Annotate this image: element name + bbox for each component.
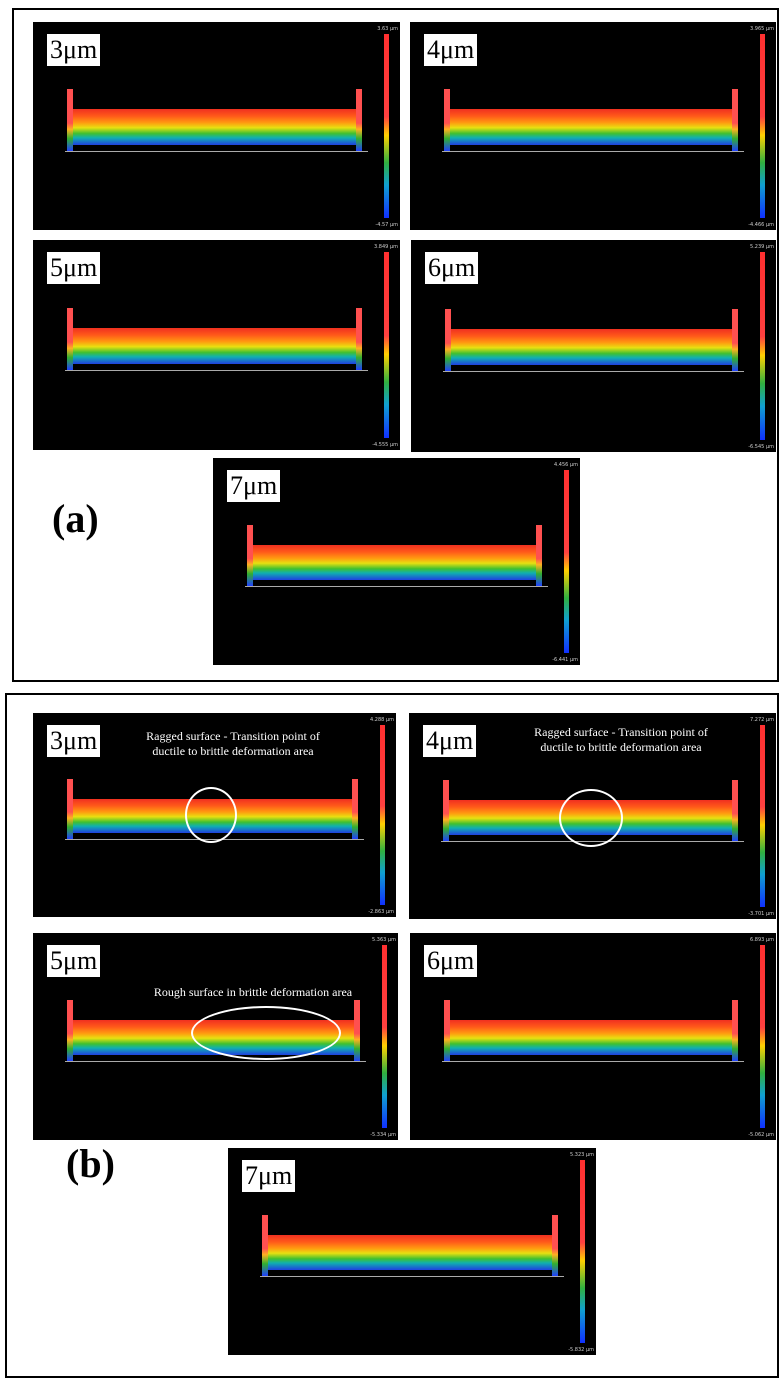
- panel-label: (a): [52, 495, 99, 542]
- scale-min: -5.062 μm: [748, 1132, 774, 1138]
- scale-min: -6.441 μm: [552, 657, 578, 663]
- annotation: Ragged surface - Transition point of duc…: [138, 729, 328, 759]
- scale-min: -4.466 μm: [748, 222, 774, 228]
- edge-post: [444, 1000, 450, 1061]
- color-scale: [384, 252, 389, 438]
- surface-image: 7μm 4.456 μm -6.441 μm: [213, 458, 580, 665]
- edge-post: [354, 1000, 360, 1061]
- edge-post: [352, 779, 358, 840]
- scale-min: -6.545 μm: [748, 444, 774, 450]
- annotation: Ragged surface - Transition point of duc…: [521, 725, 721, 755]
- color-scale: [580, 1160, 585, 1343]
- scale-min: -2.863 μm: [368, 909, 394, 915]
- surface-image: 3μm 3.63 μm -4.57 μm: [33, 22, 400, 230]
- edge-post: [732, 1000, 738, 1061]
- edge-post: [445, 309, 451, 371]
- scale-max: 3.63 μm: [377, 26, 398, 32]
- thickness-label: 5μm: [47, 252, 100, 284]
- annotation: Rough surface in brittle deformation are…: [133, 985, 373, 1000]
- edge-post: [67, 779, 73, 840]
- scale-max: 4.456 μm: [554, 462, 578, 468]
- scale-max: 7.272 μm: [750, 717, 774, 723]
- baseline: [260, 1276, 564, 1277]
- surface-image: 4μm 3.965 μm -4.466 μm: [410, 22, 776, 230]
- surface-image: 5μm 5.363 μm -5.334 μm Rough surface in bri…: [33, 933, 398, 1140]
- scale-max: 5.323 μm: [570, 1152, 594, 1158]
- surface-image: 7μm 5.323 μm -5.832 μm: [228, 1148, 596, 1355]
- baseline: [65, 151, 368, 152]
- thickness-label: 7μm: [242, 1160, 295, 1192]
- scale-min: -5.334 μm: [370, 1132, 396, 1138]
- edge-post: [552, 1215, 558, 1276]
- baseline: [65, 370, 368, 371]
- edge-post: [536, 525, 542, 586]
- thickness-label: 6μm: [425, 252, 478, 284]
- surface-image: 5μm 3.849 μm -4.555 μm: [33, 240, 400, 450]
- edge-post: [444, 89, 450, 150]
- thickness-label: 7μm: [227, 470, 280, 502]
- thickness-label: 5μm: [47, 945, 100, 977]
- baseline: [65, 1061, 366, 1062]
- edge-post: [732, 780, 738, 841]
- edge-post: [443, 780, 449, 841]
- panel-label: (b): [66, 1140, 115, 1187]
- thickness-label: 3μm: [47, 34, 100, 66]
- thickness-label: 4μm: [423, 725, 476, 757]
- color-scale: [564, 470, 569, 653]
- scale-max: 6.893 μm: [750, 937, 774, 943]
- color-scale: [382, 945, 387, 1128]
- baseline: [245, 586, 548, 587]
- surface-image: 6μm 5.239 μm -6.545 μm: [411, 240, 776, 452]
- highlight-ellipse: [191, 1006, 341, 1060]
- edge-post: [247, 525, 253, 586]
- scale-max: 3.965 μm: [750, 26, 774, 32]
- edge-post: [67, 1000, 73, 1061]
- surface-profile: [266, 1235, 556, 1270]
- figure: (a) 3μm 3.63 μm -4.57 μm 4μm 3.965 μm -4.466 μ…: [0, 0, 779, 1378]
- surface-profile: [71, 109, 360, 144]
- thickness-label: 3μm: [47, 725, 100, 757]
- edge-post: [356, 89, 362, 150]
- thickness-label: 6μm: [424, 945, 477, 977]
- color-scale: [760, 945, 765, 1128]
- surface-image: 6μm 6.893 μm -5.062 μm: [410, 933, 776, 1140]
- highlight-ellipse: [185, 787, 237, 843]
- surface-image: 3μm 4.288 μm -2.863 μm Ragged surface - Tra…: [33, 713, 396, 917]
- surface-image: 4μm 7.272 μm -3.701 μm Ragged surface - Tra…: [409, 713, 776, 919]
- baseline: [442, 1061, 744, 1062]
- highlight-ellipse: [559, 789, 623, 847]
- color-scale: [760, 252, 765, 440]
- edge-post: [356, 308, 362, 370]
- edge-post: [732, 89, 738, 150]
- edge-post: [67, 89, 73, 150]
- edge-post: [262, 1215, 268, 1276]
- scale-min: -4.57 μm: [375, 222, 398, 228]
- scale-max: 3.849 μm: [374, 244, 398, 250]
- edge-post: [732, 309, 738, 371]
- color-scale: [384, 34, 389, 218]
- surface-profile: [71, 328, 360, 364]
- scale-min: -4.555 μm: [372, 442, 398, 448]
- scale-min: -3.701 μm: [748, 911, 774, 917]
- baseline: [442, 151, 744, 152]
- color-scale: [380, 725, 385, 905]
- scale-max: 5.239 μm: [750, 244, 774, 250]
- baseline: [443, 371, 744, 372]
- scale-max: 5.363 μm: [372, 937, 396, 943]
- surface-profile: [449, 329, 736, 365]
- scale-max: 4.288 μm: [370, 717, 394, 723]
- scale-min: -5.832 μm: [568, 1347, 594, 1353]
- thickness-label: 4μm: [424, 34, 477, 66]
- surface-profile: [251, 545, 540, 580]
- surface-profile: [448, 1020, 736, 1055]
- surface-profile: [448, 109, 736, 144]
- color-scale: [760, 725, 765, 907]
- color-scale: [760, 34, 765, 218]
- edge-post: [67, 308, 73, 370]
